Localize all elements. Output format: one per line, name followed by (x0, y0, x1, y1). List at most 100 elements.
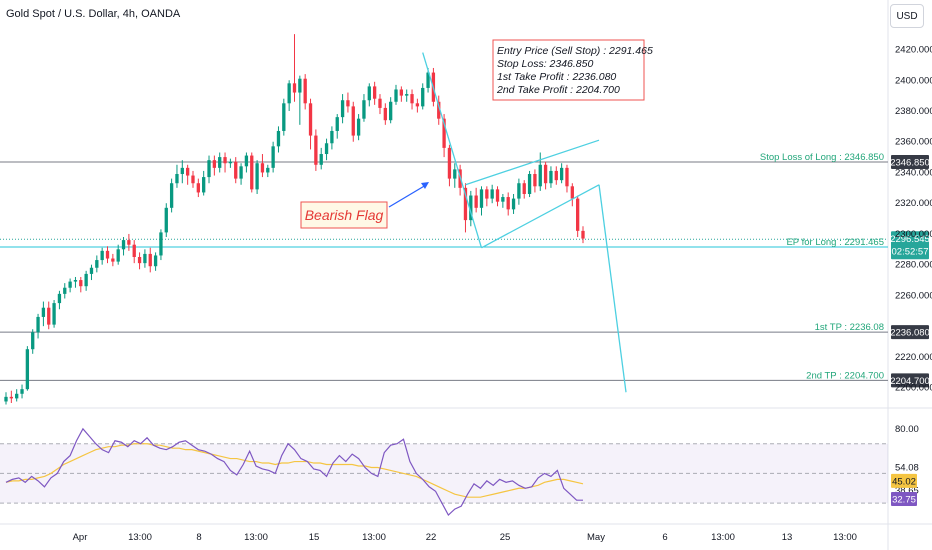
candle-body (196, 183, 200, 193)
candle-body (330, 130, 334, 144)
candle-body (218, 157, 222, 168)
candle-body (185, 167, 190, 176)
candle-body (89, 267, 94, 274)
candle-body (137, 256, 142, 264)
candle-body (410, 94, 414, 104)
candle-body (41, 307, 46, 317)
time-tick-label: 8 (196, 532, 201, 543)
candle-body (346, 100, 350, 107)
candle-body (437, 101, 441, 119)
candle-body (223, 157, 227, 164)
candle-body (164, 207, 168, 233)
candle-body (111, 258, 115, 262)
candle-body (143, 253, 147, 264)
time-tick-label: 13:00 (711, 532, 735, 543)
candle-body (239, 166, 243, 179)
candle-body (31, 332, 35, 350)
candle-body (453, 169, 457, 179)
horizontal-levels[interactable]: Stop Loss of Long : 2346.850 2346.850 EP f… (0, 152, 930, 388)
candle-body (84, 273, 88, 287)
candle-body (303, 78, 307, 104)
candle-body (324, 143, 329, 155)
candle-body (511, 198, 516, 210)
level-label: 1st TP : 2236.08 (815, 322, 884, 333)
candle-body (63, 287, 67, 294)
current-price-text: 2296.545 (890, 234, 930, 245)
candle-body (36, 316, 40, 333)
candle-body (132, 244, 136, 257)
candle-body (415, 103, 420, 107)
time-tick-label: 13:00 (128, 532, 152, 543)
pattern-drawings[interactable] (388, 52, 627, 393)
flagpole-line[interactable] (422, 52, 483, 248)
pointer-arrow-head (421, 182, 429, 189)
candle-body (4, 396, 8, 402)
candle-body (356, 118, 361, 136)
price-tick-label: 2320.000 (895, 198, 932, 209)
candle-body (79, 280, 83, 287)
time-axis[interactable]: Apr 13:00 8 13:00 15 13:00 22 25 May 6 13:00 13 13:0… (73, 532, 857, 543)
candle-body (9, 396, 13, 399)
candle-body (581, 230, 585, 239)
level-label: EP for Long : 2291.465 (786, 237, 884, 248)
bearish-flag-label[interactable]: Bearish Flag (300, 201, 388, 229)
candle-body (405, 94, 409, 96)
candle-body (394, 89, 398, 102)
candle-body (426, 72, 430, 88)
candle-body (474, 195, 478, 208)
candle-body (421, 87, 425, 107)
time-tick-label: 13:00 (833, 532, 857, 543)
candle-body (121, 240, 126, 250)
candle-body (549, 170, 553, 184)
candle-body (212, 160, 217, 168)
candle-body (576, 198, 580, 231)
candle-body (276, 130, 281, 147)
candle-body (565, 167, 569, 187)
candle-body (389, 101, 393, 121)
projection-line[interactable] (598, 184, 627, 393)
candle-body (207, 160, 211, 178)
candle-body (228, 161, 233, 164)
countdown-text: 02:52:57 (892, 246, 929, 257)
currency-button[interactable]: USD (890, 4, 924, 28)
price-tick-label: 2380.000 (895, 106, 932, 117)
flag-lower-line[interactable] (481, 184, 600, 249)
rsi-tick-label: 38.65 (895, 485, 919, 496)
price-axis[interactable]: 2200.000 2220.000 2260.000 2280.000 2300.000… (895, 45, 932, 394)
candle-body (250, 155, 254, 190)
candle-body (191, 175, 195, 184)
time-tick-label: 13:00 (244, 532, 268, 543)
candle-body (522, 183, 526, 194)
trade-annotation-box[interactable]: Entry Price (Sell Stop) : 2291.465 Stop … (492, 39, 653, 101)
candle-body (538, 164, 542, 187)
level-axis-tag-text: 2346.850 (890, 157, 930, 168)
price-tick-label: 2280.000 (895, 260, 932, 271)
time-tick-label: 25 (500, 532, 511, 543)
price-tick-label: 2420.000 (895, 45, 932, 56)
candle-body (153, 255, 158, 267)
candle-body (148, 253, 152, 267)
flag-upper-line[interactable] (465, 139, 600, 186)
candle-body (554, 170, 558, 181)
candle-body (570, 186, 574, 199)
candle-body (447, 147, 452, 179)
candle-body (479, 189, 484, 208)
candle-body (485, 189, 489, 199)
candle-body (105, 250, 110, 259)
price-tick-label: 2200.000 (895, 383, 932, 394)
pointer-arrow-line (388, 184, 427, 208)
annotation-line-tp2: 2nd Take Profit : 2204.700 (496, 84, 620, 96)
candle-body (362, 100, 366, 119)
candle-body (244, 155, 249, 167)
price-tick-label: 2400.000 (895, 75, 932, 86)
rsi-value-tag-text: 45.02 (892, 476, 916, 487)
price-tick-label: 2260.000 (895, 290, 932, 301)
candle-body (202, 177, 206, 193)
candle-body (169, 183, 174, 208)
price-tick-label: 2340.000 (895, 167, 932, 178)
candle-body (73, 280, 78, 282)
level-axis-tag-text: 2204.700 (890, 376, 930, 387)
